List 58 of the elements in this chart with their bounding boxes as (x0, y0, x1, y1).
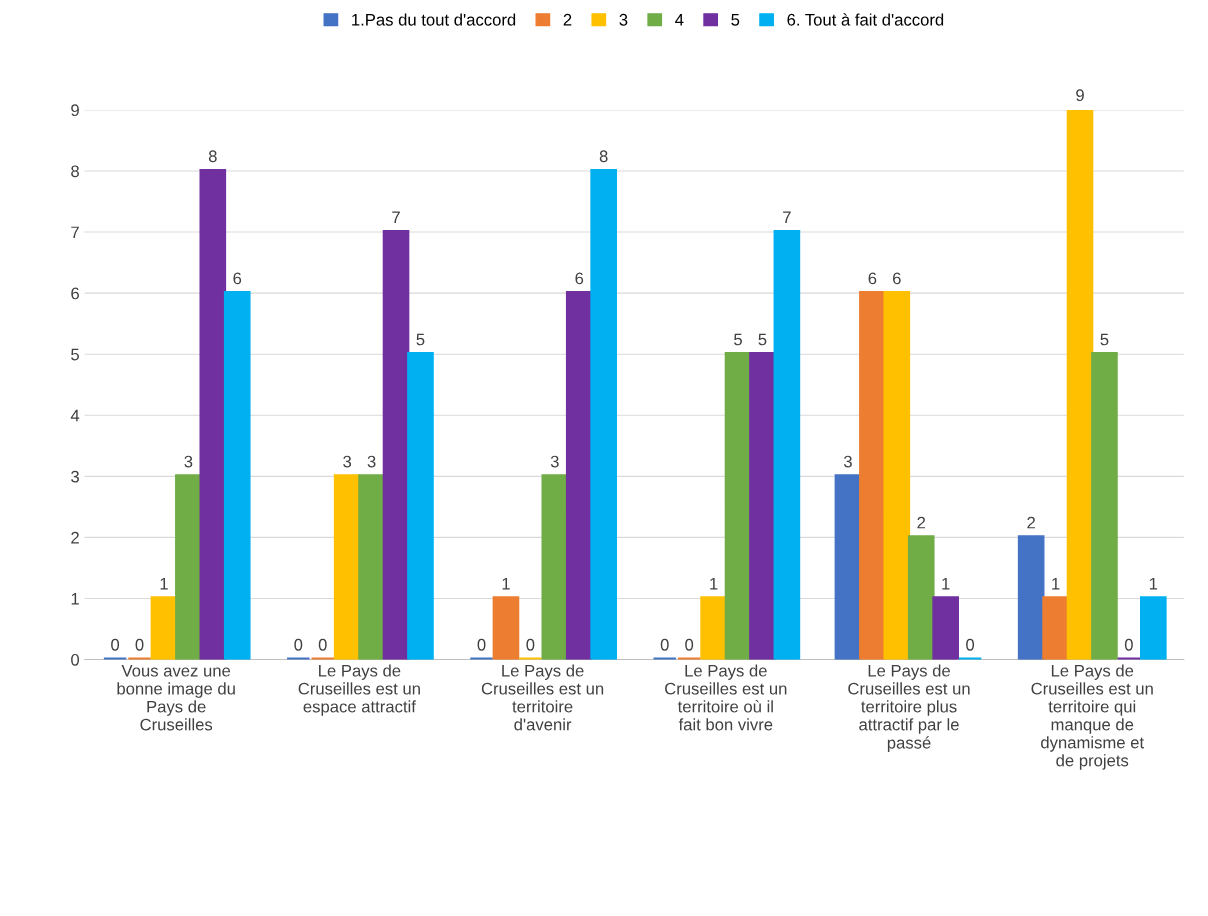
y-tick-label: 4 (70, 409, 80, 422)
data-label: 3 (550, 455, 559, 468)
x-tick-label: Le Pays de Cruseilles est un territoire d'avenir (481, 664, 604, 731)
y-tick-label: 8 (71, 165, 79, 178)
data-label: 5 (416, 333, 425, 346)
data-label: 1 (502, 577, 510, 590)
data-label: 2 (1027, 516, 1035, 529)
data-label: 3 (184, 455, 193, 468)
y-tick-label: 5 (71, 348, 79, 361)
data-label: 0 (135, 638, 144, 651)
data-label: 1 (1149, 577, 1158, 590)
y-tick-label: 2 (71, 531, 79, 544)
y-tick-label: 3 (71, 470, 79, 483)
data-label: 8 (599, 150, 608, 163)
data-label: 7 (783, 211, 791, 224)
y-tick-label: 7 (71, 226, 79, 239)
data-label: 9 (1076, 89, 1084, 102)
data-label: 6 (893, 272, 901, 285)
data-label: 8 (208, 150, 217, 163)
data-label: 0 (318, 638, 327, 651)
data-label: 3 (367, 455, 376, 468)
data-label: 5 (1100, 333, 1109, 346)
x-tick-label: Le Pays de Cruseilles est un territoire où il fait bon vivre (665, 664, 787, 731)
data-label: 0 (526, 638, 535, 651)
y-tick-label: 1 (71, 593, 79, 605)
data-label: 3 (343, 455, 352, 468)
data-label: 7 (392, 211, 400, 224)
data-label: 6 (868, 272, 877, 285)
x-tick-label: Le Pays de Cruseilles est un espace attractif (298, 664, 420, 716)
data-label: 6 (575, 272, 584, 285)
data-label: 2 (917, 516, 926, 529)
data-label: 1 (160, 577, 168, 590)
legend-label: 2 (563, 13, 572, 26)
data-label: 5 (758, 333, 767, 346)
data-label: 0 (660, 638, 669, 651)
data-label: 1 (942, 577, 950, 590)
x-tick-label: Vous avez une bonne image du Pays de Cruseilles (117, 664, 235, 731)
legend-label: 4 (675, 14, 684, 26)
data-label: 1 (1052, 577, 1060, 590)
data-label: 0 (966, 638, 975, 651)
legend-label: 3 (619, 13, 628, 26)
legend-label: 5 (731, 14, 740, 26)
data-label: 6 (233, 272, 242, 285)
y-tick-label: 6 (71, 287, 79, 300)
data-label: 0 (1124, 638, 1133, 651)
x-tick-label: Le Pays de Cruseilles est un territoire plus attractif par le passé (848, 664, 970, 752)
data-label: 3 (843, 455, 852, 468)
data-label: 0 (477, 638, 486, 651)
data-label: 0 (294, 638, 303, 651)
data-label: 1 (710, 577, 718, 590)
legend-label: 6. Tout à fait d'accord (787, 13, 944, 26)
x-tick-label: Le Pays de Cruseilles est un territoire qui manque de dynamisme et de projets (1031, 664, 1153, 770)
data-label: 5 (734, 333, 742, 346)
y-tick-label: 9 (71, 104, 79, 117)
data-label: 0 (685, 638, 694, 651)
data-label: 0 (111, 638, 120, 651)
legend-label: 1.Pas du tout d'accord (352, 13, 516, 26)
y-tick-label: 0 (71, 653, 80, 666)
